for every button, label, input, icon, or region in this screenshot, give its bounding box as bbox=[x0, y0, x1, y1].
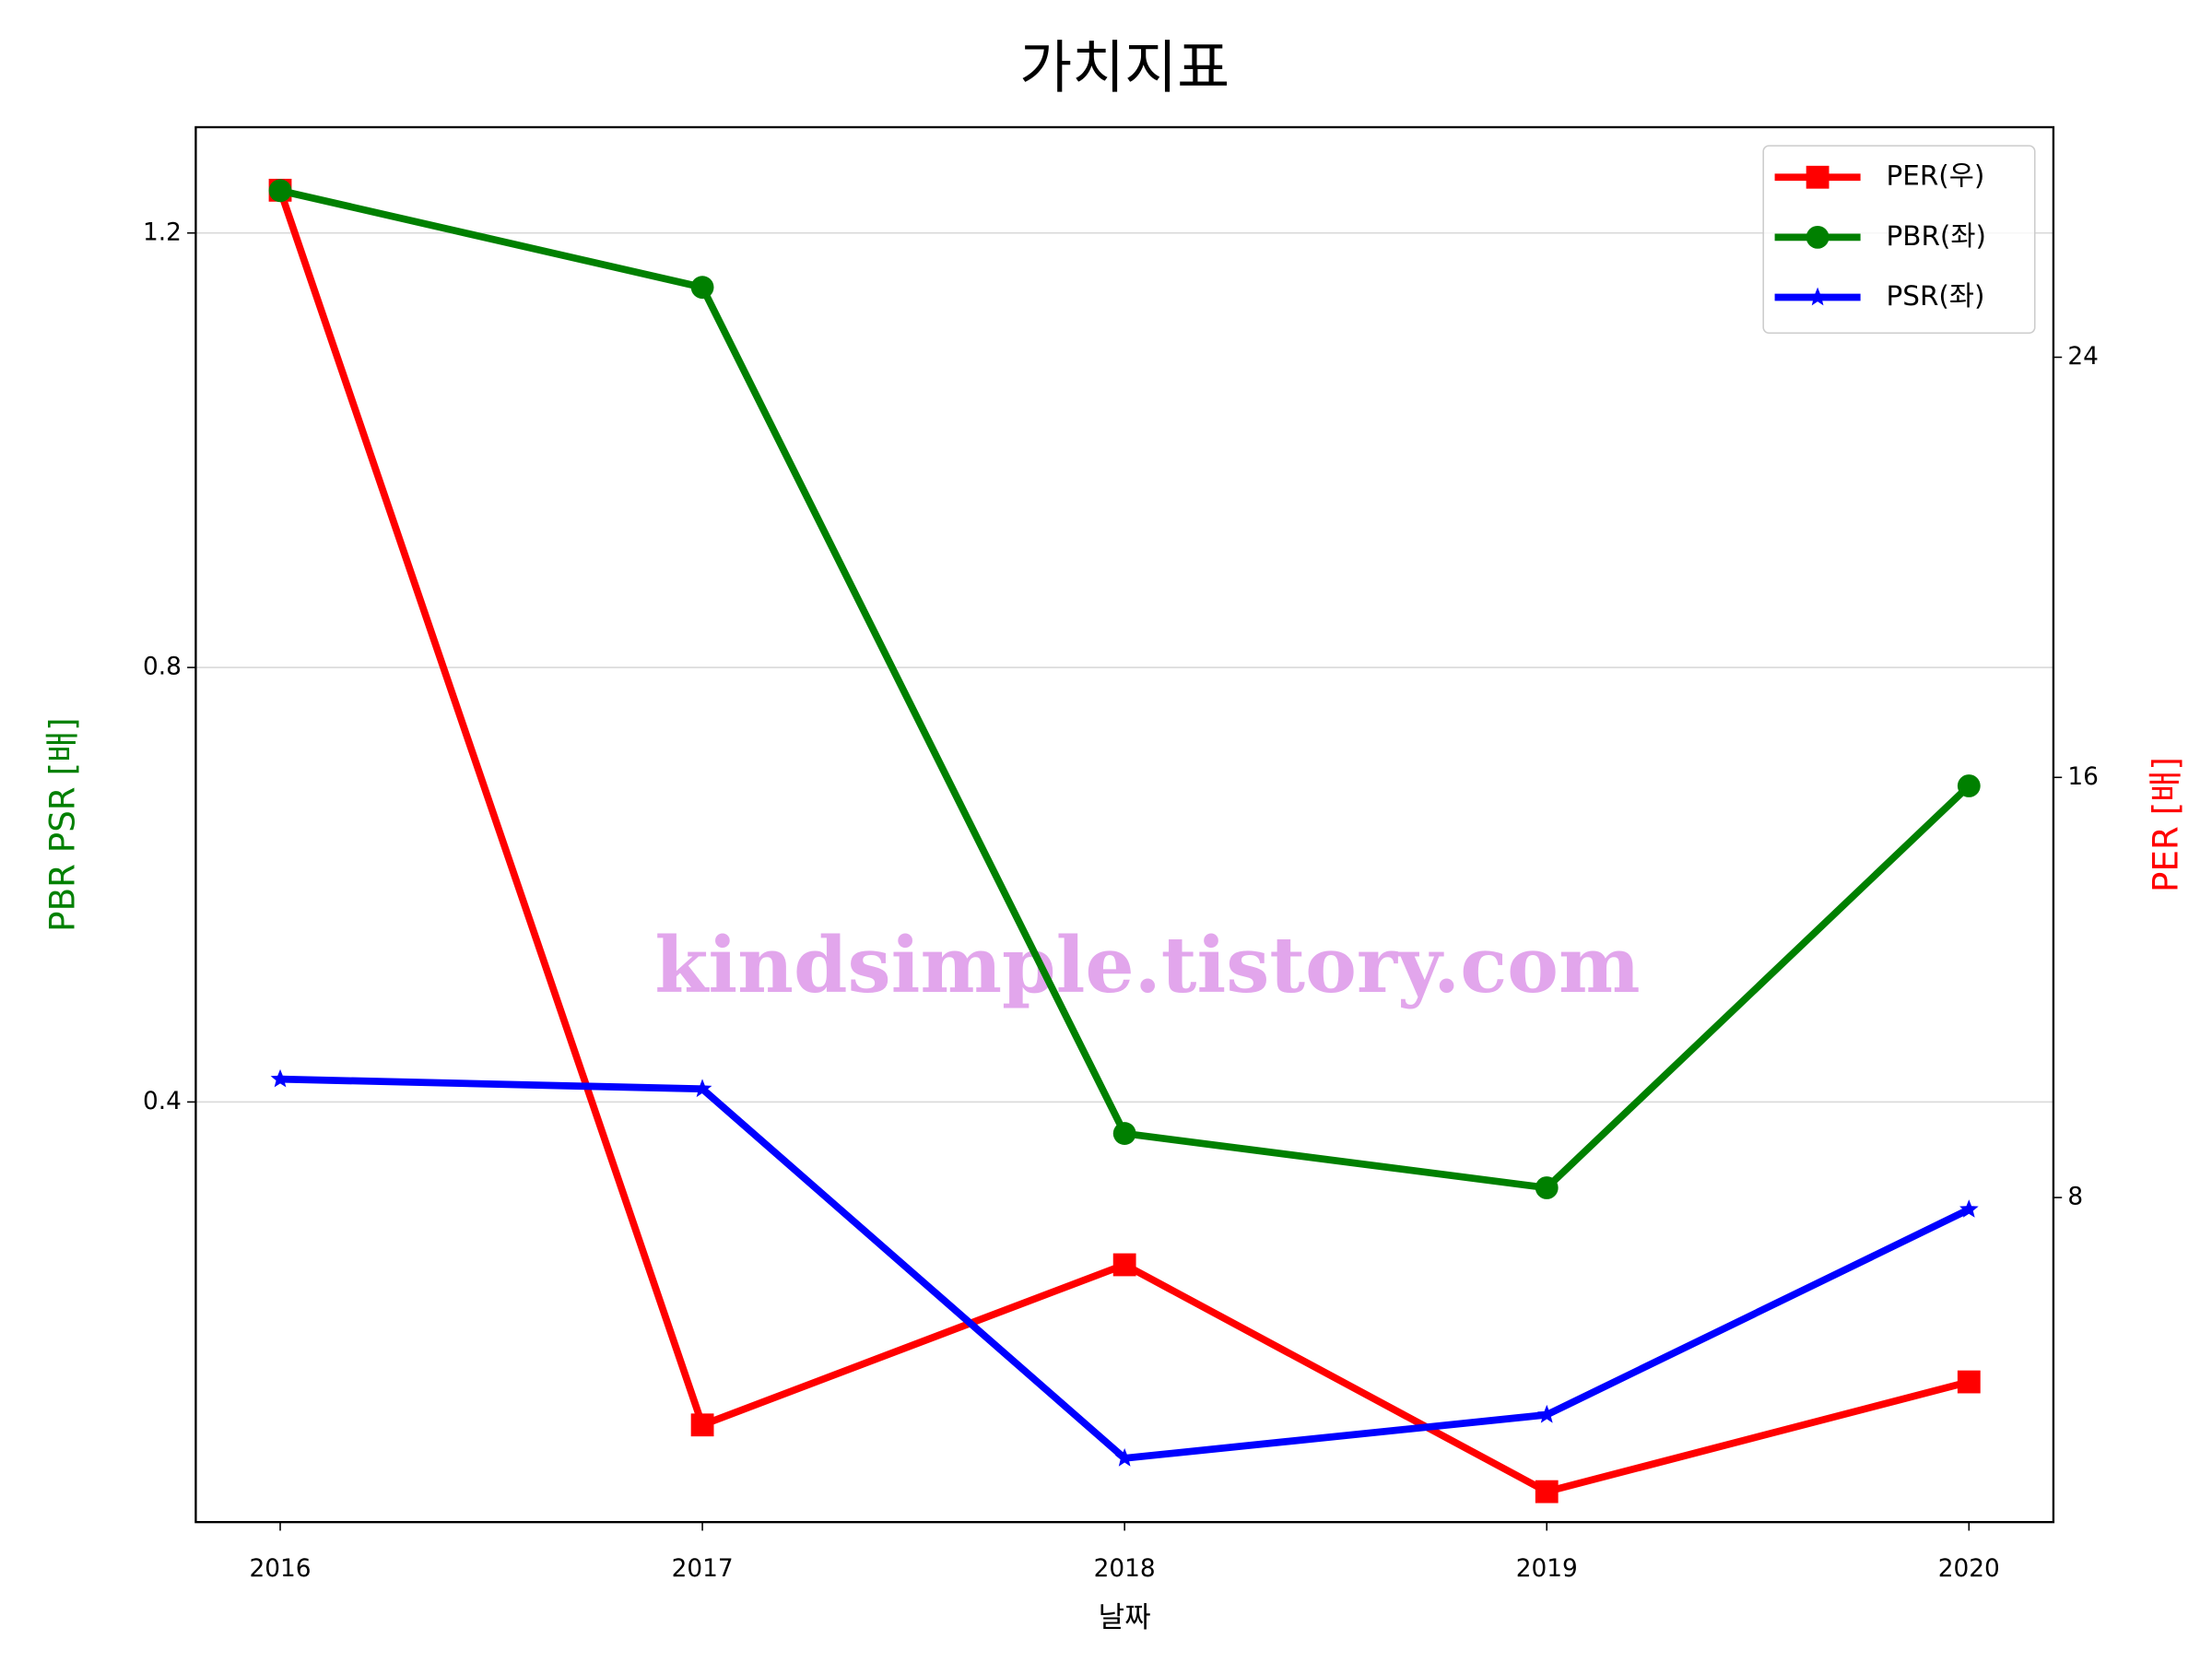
legend-marker bbox=[1807, 287, 1828, 306]
marker bbox=[1536, 1404, 1557, 1423]
legend-label: PER(우) bbox=[1887, 160, 1985, 192]
x-tick-label: 2017 bbox=[672, 1555, 734, 1583]
marker bbox=[268, 179, 292, 203]
legend-box bbox=[1762, 145, 2036, 335]
marker bbox=[692, 1079, 712, 1098]
y2-tick-label: 8 bbox=[2067, 1184, 2083, 1211]
series-line bbox=[276, 189, 1971, 1496]
marker bbox=[1535, 1480, 1559, 1504]
marker bbox=[1535, 1176, 1559, 1199]
marker bbox=[690, 1413, 714, 1437]
marker bbox=[1957, 774, 1981, 797]
legend-label: PBR(좌) bbox=[1887, 220, 1986, 252]
x-tick-label: 2019 bbox=[1516, 1555, 1578, 1583]
legend-marker bbox=[1806, 225, 1830, 249]
x-tick-label: 2016 bbox=[249, 1555, 311, 1583]
y-tick-label: 0.4 bbox=[143, 1088, 182, 1115]
marker bbox=[1957, 1370, 1981, 1394]
marker bbox=[1114, 1448, 1135, 1467]
y-tick-label: 0.8 bbox=[143, 654, 182, 681]
legend-marker bbox=[1806, 165, 1830, 189]
plot-frame bbox=[194, 125, 2055, 1524]
marker bbox=[1959, 1199, 1979, 1218]
marker bbox=[270, 1068, 290, 1088]
y2-tick-label: 16 bbox=[2067, 763, 2099, 791]
watermark: kindsimple.tistory.com bbox=[654, 919, 1640, 1010]
marker bbox=[1112, 1253, 1136, 1277]
x-axis-label: 날짜 bbox=[1099, 1601, 1151, 1634]
marker bbox=[690, 276, 714, 300]
y-tick-label: 1.2 bbox=[143, 218, 182, 246]
y2-axis-label: PER [배] bbox=[2145, 757, 2185, 892]
x-tick-label: 2020 bbox=[1938, 1555, 2000, 1583]
series-line bbox=[279, 187, 1971, 1192]
y2-tick-label: 24 bbox=[2067, 343, 2099, 371]
y-axis-label: PBR PSR [배] bbox=[41, 717, 82, 932]
x-tick-label: 2018 bbox=[1094, 1555, 1156, 1583]
legend-label: PSR(좌) bbox=[1887, 280, 1985, 312]
marker bbox=[1112, 1122, 1136, 1145]
chart-title: 가치지표 bbox=[1019, 34, 1230, 101]
